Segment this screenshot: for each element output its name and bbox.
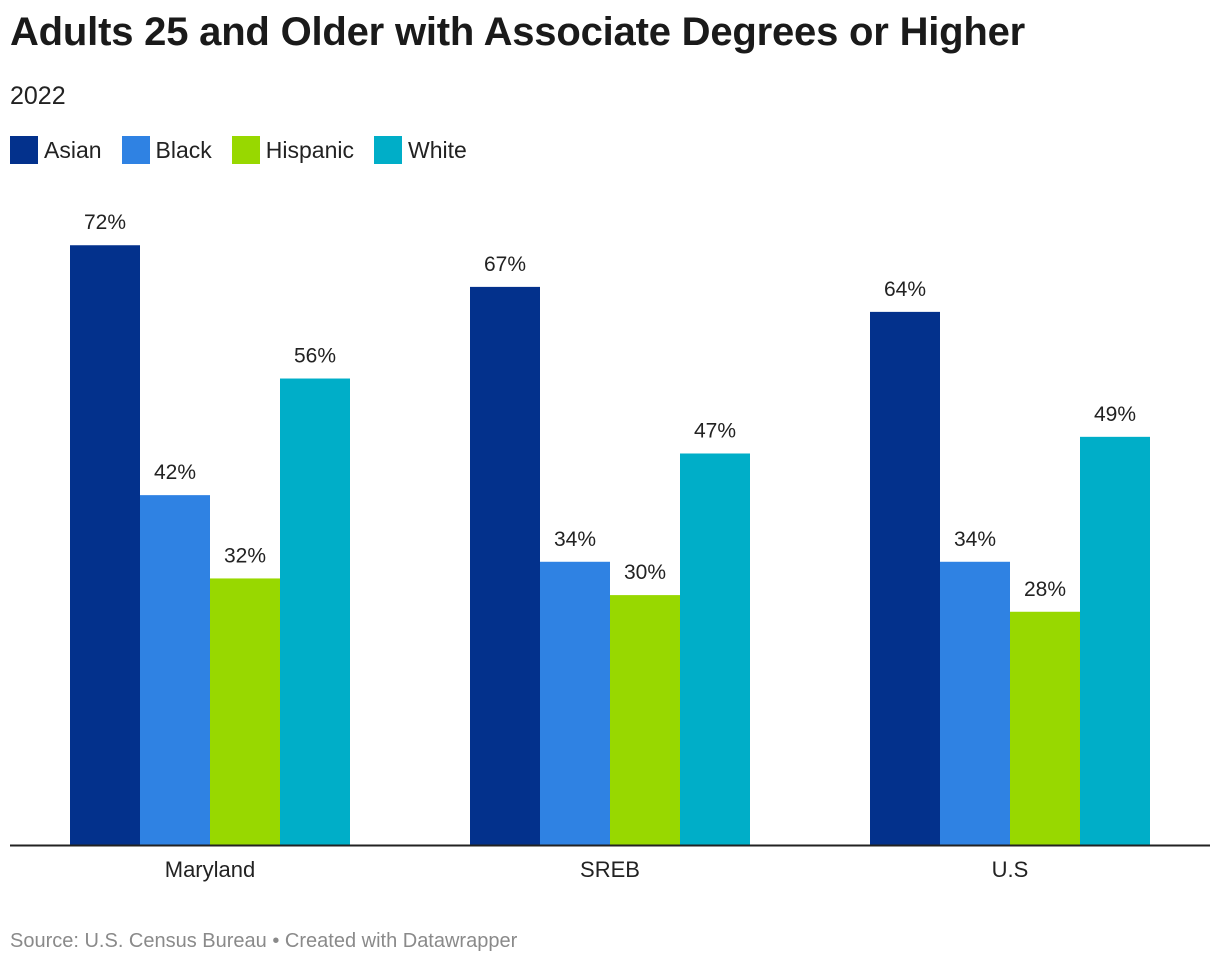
data-label-maryland-hispanic: 32% bbox=[224, 544, 266, 567]
legend-swatch-black bbox=[121, 136, 150, 164]
data-label-u-s-asian: 64% bbox=[884, 278, 926, 301]
data-label-u-s-black: 34% bbox=[954, 528, 996, 551]
chart-subtitle: 2022 bbox=[10, 82, 66, 110]
legend-swatch-white bbox=[374, 136, 403, 164]
bar-u-s-white bbox=[1080, 436, 1150, 845]
legend-item-hispanic: Hispanic bbox=[231, 136, 355, 164]
bar-maryland-hispanic bbox=[210, 578, 280, 845]
chart-title: Adults 25 and Older with Associate Degre… bbox=[10, 10, 1026, 54]
legend-swatch-hispanic bbox=[231, 136, 260, 164]
bar-chart: 72% 42% 32% 56% Maryland 67% 34% 30% 47% SREB 64% 3… bbox=[10, 211, 1210, 882]
data-label-sreb-black: 34% bbox=[554, 528, 596, 551]
category-label-sreb: SREB bbox=[580, 857, 640, 882]
data-label-maryland-black: 42% bbox=[154, 461, 196, 484]
bar-sreb-black bbox=[540, 561, 610, 845]
data-label-u-s-hispanic: 28% bbox=[1024, 578, 1066, 601]
category-label-u-s: U.S bbox=[992, 857, 1029, 882]
bar-u-s-hispanic bbox=[1010, 611, 1080, 845]
data-label-maryland-white: 56% bbox=[294, 345, 336, 368]
bar-maryland-asian bbox=[70, 245, 140, 846]
bar-u-s-asian bbox=[870, 311, 940, 845]
legend-item-black: Black bbox=[121, 136, 212, 164]
category-label-maryland: Maryland bbox=[165, 857, 255, 882]
bar-sreb-white bbox=[680, 453, 750, 845]
bar-maryland-black bbox=[140, 495, 210, 845]
bar-maryland-white bbox=[280, 378, 350, 845]
legend-item-white: White bbox=[374, 136, 467, 164]
data-label-sreb-asian: 67% bbox=[484, 253, 526, 276]
footer-source: Source: U.S. Census Bureau • Created wit… bbox=[10, 930, 518, 952]
legend-item-asian: Asian bbox=[10, 136, 102, 164]
data-label-sreb-white: 47% bbox=[694, 419, 736, 442]
bar-sreb-asian bbox=[470, 286, 540, 845]
legend-label-asian: Asian bbox=[44, 136, 102, 163]
data-label-sreb-hispanic: 30% bbox=[624, 561, 666, 584]
bar-sreb-hispanic bbox=[610, 595, 680, 845]
data-label-maryland-asian: 72% bbox=[84, 211, 126, 234]
legend-label-black: Black bbox=[155, 136, 212, 163]
legend-label-hispanic: Hispanic bbox=[265, 136, 355, 163]
legend-label-white: White bbox=[408, 136, 467, 163]
data-label-u-s-white: 49% bbox=[1094, 403, 1136, 426]
legend-swatch-asian bbox=[10, 136, 38, 164]
bar-u-s-black bbox=[940, 561, 1010, 845]
legend: Asian Black Hispanic White bbox=[10, 136, 487, 164]
